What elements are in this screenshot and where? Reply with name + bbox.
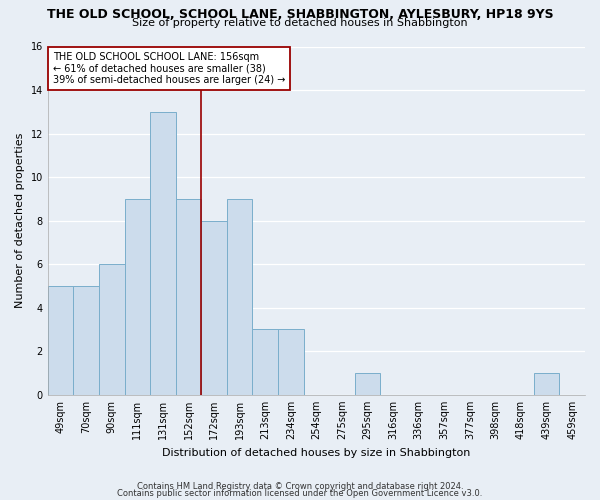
Text: THE OLD SCHOOL, SCHOOL LANE, SHABBINGTON, AYLESBURY, HP18 9YS: THE OLD SCHOOL, SCHOOL LANE, SHABBINGTON… [47, 8, 553, 20]
Text: Contains HM Land Registry data © Crown copyright and database right 2024.: Contains HM Land Registry data © Crown c… [137, 482, 463, 491]
Y-axis label: Number of detached properties: Number of detached properties [15, 133, 25, 308]
Bar [176, 199, 201, 395]
Bar [278, 330, 304, 395]
Bar [253, 330, 278, 395]
Bar [99, 264, 125, 395]
Bar [48, 286, 73, 395]
Text: THE OLD SCHOOL SCHOOL LANE: 156sqm
← 61% of detached houses are smaller (38)
39%: THE OLD SCHOOL SCHOOL LANE: 156sqm ← 61%… [53, 52, 286, 85]
Bar [125, 199, 150, 395]
X-axis label: Distribution of detached houses by size in Shabbington: Distribution of detached houses by size … [162, 448, 470, 458]
Bar [227, 199, 253, 395]
Text: Contains public sector information licensed under the Open Government Licence v3: Contains public sector information licen… [118, 490, 482, 498]
Bar [355, 373, 380, 395]
Bar [73, 286, 99, 395]
Bar [201, 220, 227, 395]
Bar [534, 373, 559, 395]
Bar [150, 112, 176, 395]
Text: Size of property relative to detached houses in Shabbington: Size of property relative to detached ho… [132, 18, 468, 28]
